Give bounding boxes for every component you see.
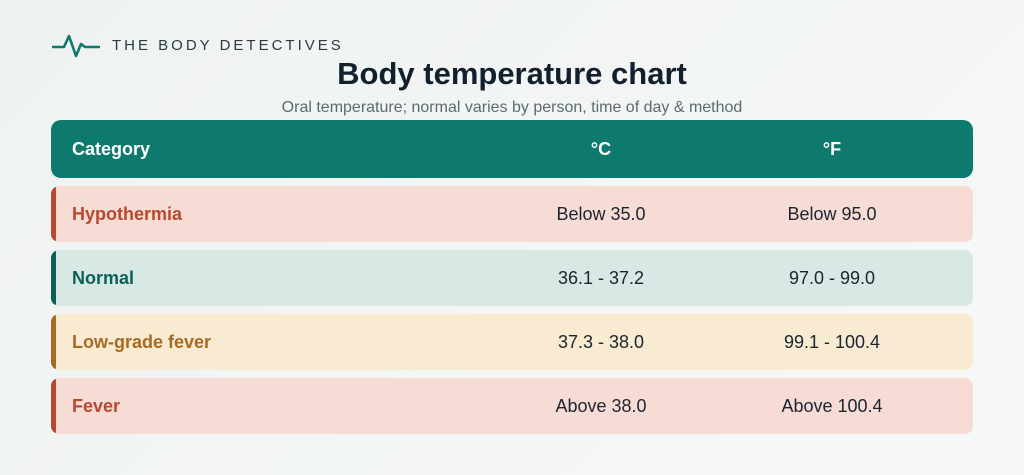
brand: THE BODY DETECTIVES <box>52 30 344 60</box>
row-fahrenheit: 97.0 - 99.0 <box>788 267 876 288</box>
row-accent-bar <box>51 186 56 242</box>
row-celsius: 36.1 - 37.2 <box>557 267 645 288</box>
header-category: Category <box>72 138 151 159</box>
header-fahrenheit: °F <box>822 138 842 159</box>
table-header: Category °C °F <box>51 120 973 178</box>
row-celsius: Above 38.0 <box>555 395 647 416</box>
row-celsius: 37.3 - 38.0 <box>557 331 645 352</box>
page-subtitle: Oral temperature; normal varies by perso… <box>281 99 743 116</box>
row-fahrenheit: Below 95.0 <box>787 203 877 224</box>
table-row: Hypothermia Below 35.0 Below 95.0 <box>51 186 973 242</box>
row-accent-bar <box>51 250 56 306</box>
brand-name: THE BODY DETECTIVES <box>112 36 344 54</box>
row-fahrenheit: 99.1 - 100.4 <box>783 331 881 352</box>
row-category: Fever <box>72 395 121 416</box>
table-row: Low-grade fever 37.3 - 38.0 99.1 - 100.4 <box>51 314 973 370</box>
table-row: Normal 36.1 - 37.2 97.0 - 99.0 <box>51 250 973 306</box>
row-category: Hypothermia <box>72 203 183 224</box>
heartbeat-icon <box>52 34 100 58</box>
temperature-table: Category °C °F Hypothermia Below 35.0 Be… <box>51 120 973 434</box>
row-category: Low-grade fever <box>72 331 212 352</box>
table-row: Fever Above 38.0 Above 100.4 <box>51 378 973 434</box>
page-title: Body temperature chart <box>337 56 687 91</box>
row-accent-bar <box>51 378 56 434</box>
row-celsius: Below 35.0 <box>556 203 646 224</box>
row-accent-bar <box>51 314 56 370</box>
row-category: Normal <box>72 267 135 288</box>
row-fahrenheit: Above 100.4 <box>781 395 883 416</box>
header-celsius: °C <box>590 138 612 159</box>
